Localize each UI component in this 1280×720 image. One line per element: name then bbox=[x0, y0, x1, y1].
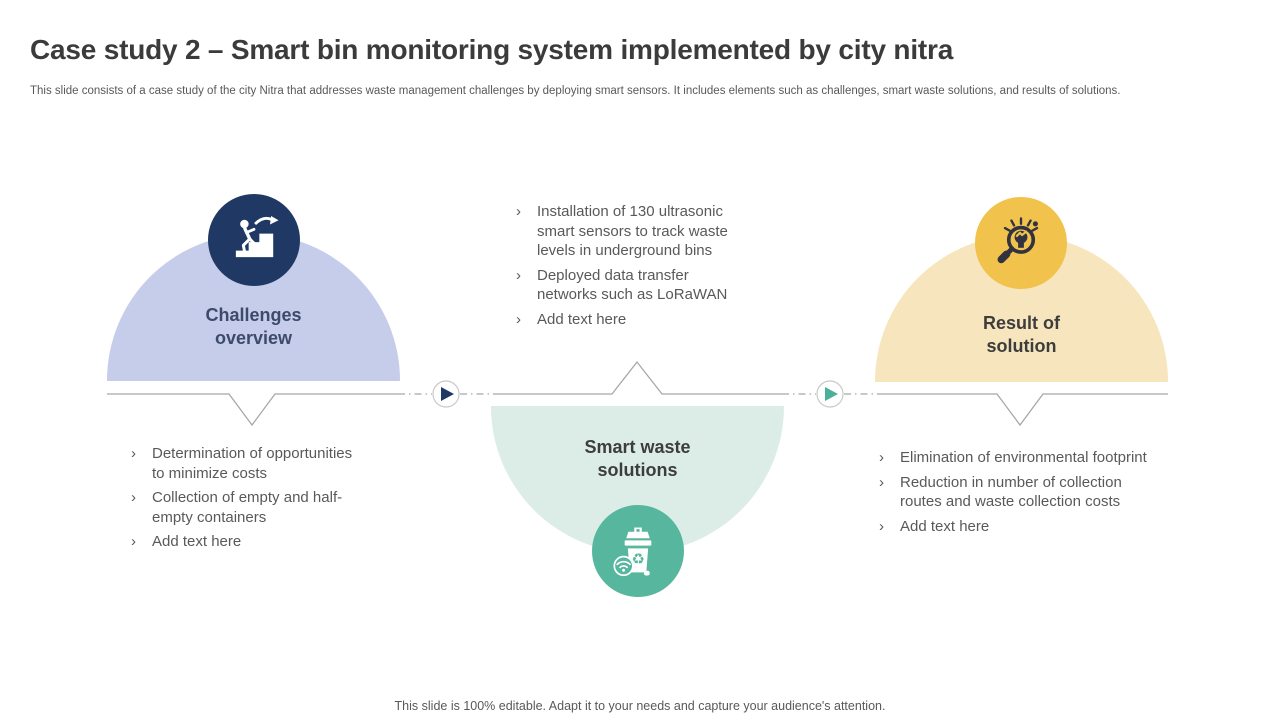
challenges-bullet-list: › Determination of opportunities to mini… bbox=[124, 444, 374, 557]
list-item: › Add text here bbox=[509, 310, 749, 330]
play-arrow-right bbox=[816, 380, 844, 408]
list-item: › Reduction in number of collection rout… bbox=[872, 473, 1172, 512]
connector-line bbox=[107, 360, 1168, 427]
solutions-bullet-list: › Installation of 130 ultrasonic smart s… bbox=[509, 202, 749, 334]
play-triangle-right bbox=[825, 387, 838, 401]
results-title: Result of solution bbox=[982, 313, 1060, 356]
bullet-marker: › bbox=[131, 533, 136, 550]
magnifier-lightbulb-icon bbox=[997, 217, 1039, 264]
challenges-title: Challenges overview bbox=[205, 305, 302, 348]
bullet-marker: › bbox=[879, 473, 884, 491]
play-arrow-left bbox=[432, 380, 460, 408]
list-item: › Add text here bbox=[872, 517, 1172, 537]
results-bullet-list: › Elimination of environmental footprint… bbox=[872, 448, 1172, 541]
list-item: › Elimination of environmental footprint bbox=[872, 448, 1172, 468]
solutions-title: Smart waste solutions bbox=[584, 437, 691, 480]
bullet-marker: › bbox=[879, 517, 884, 535]
challenges-icon-circle bbox=[208, 194, 300, 286]
results-icon-circle bbox=[975, 197, 1067, 289]
list-item: › Deployed data transfer networks such a… bbox=[509, 266, 749, 305]
bullet-marker: › bbox=[516, 310, 521, 328]
bullet-marker: › bbox=[131, 445, 136, 462]
slide-footer-note: This slide is 100% editable. Adapt it to… bbox=[394, 699, 886, 713]
bullet-marker: › bbox=[879, 449, 884, 466]
list-item: › Determination of opportunities to mini… bbox=[124, 444, 374, 483]
bullet-marker: › bbox=[516, 266, 521, 284]
page-title: Case study 2 – Smart bin monitoring syst… bbox=[30, 34, 954, 65]
list-item: › Installation of 130 ultrasonic smart s… bbox=[509, 202, 749, 261]
solutions-icon-circle: ♻ bbox=[592, 505, 684, 597]
play-triangle-left bbox=[441, 387, 454, 401]
svg-text:♻: ♻ bbox=[632, 550, 645, 568]
slide-subtitle: This slide consists of a case study of t… bbox=[30, 85, 1121, 97]
list-item: › Collection of empty and half- empty co… bbox=[124, 488, 374, 527]
list-item: › Add text here bbox=[124, 532, 374, 552]
bullet-marker: › bbox=[131, 489, 136, 506]
smart-recycle-bin-icon: ♻ bbox=[613, 527, 652, 577]
person-climbing-stairs-icon bbox=[235, 216, 279, 258]
bullet-marker: › bbox=[516, 203, 521, 220]
